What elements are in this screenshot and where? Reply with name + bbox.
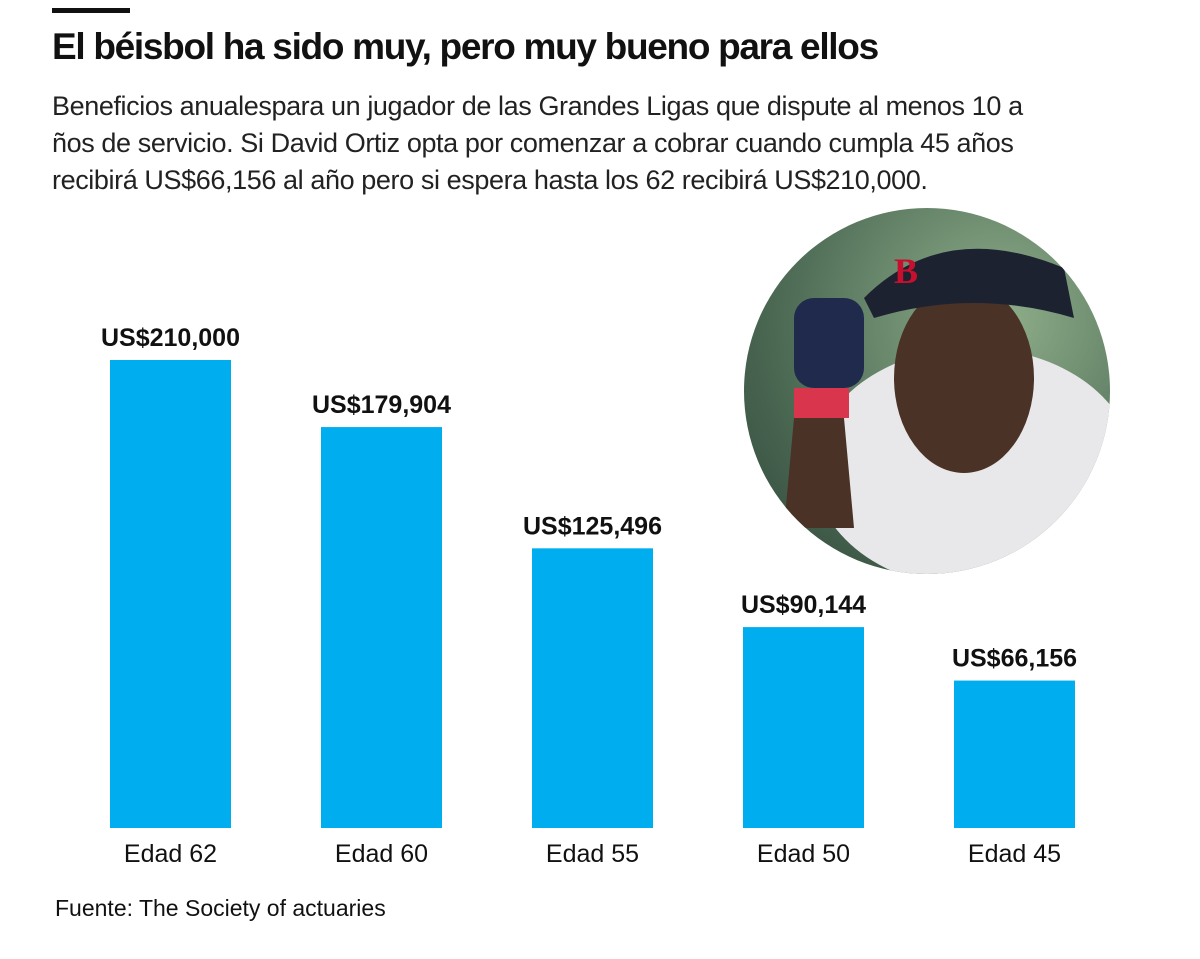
source-note: Fuente: The Society of actuaries [55,895,386,921]
subtitle-line: ños de servicio. Si David Ortiz opta por… [52,128,1014,158]
bar [954,680,1075,828]
bar [532,548,653,828]
title-rule [52,8,130,13]
subtitle-line: Beneficios anualespara un jugador de las… [52,91,1023,121]
data-label: US$210,000 [101,324,240,352]
category-label: Edad 55 [546,840,639,868]
bar [743,627,864,828]
bar [321,427,442,828]
player-photo: B [744,208,1110,574]
chart-title: El béisbol ha sido muy, pero muy bueno p… [52,26,879,67]
bar [110,360,231,828]
category-label: Edad 60 [335,840,428,868]
data-label: US$125,496 [523,512,662,540]
category-label: Edad 62 [124,840,217,868]
chart-subtitle: Beneficios anualespara un jugador de las… [52,88,1023,199]
data-label: US$66,156 [952,645,1077,673]
category-label: Edad 45 [968,840,1061,868]
category-label: Edad 50 [757,840,850,868]
data-label: US$90,144 [741,591,866,619]
svg-text:B: B [894,251,918,291]
data-label: US$179,904 [312,391,451,419]
subtitle-line: recibirá US$66,156 al año pero si espera… [52,165,928,195]
